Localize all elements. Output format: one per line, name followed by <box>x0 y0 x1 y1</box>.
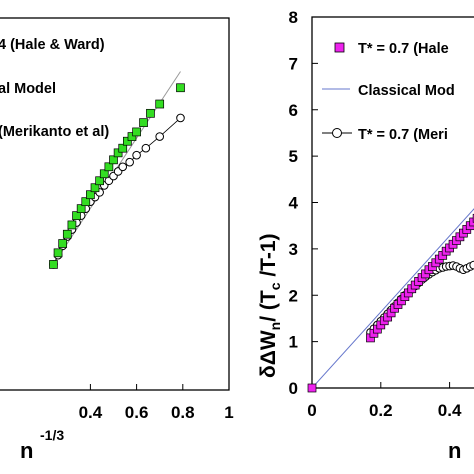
left-point-square <box>58 239 68 248</box>
left-x-tick-label: 0.6 <box>125 403 149 422</box>
right-legend-label-3: T* = 0.7 (Meri <box>358 127 448 143</box>
right-legend-marker-1 <box>334 42 345 53</box>
right-y-tick-label: 7 <box>289 54 298 73</box>
right-y-axis-label-mid: / (T <box>257 290 280 322</box>
right-y-tick-label: 5 <box>289 147 298 166</box>
right-series <box>307 208 474 393</box>
left-legend-label-2: al Model <box>0 81 56 97</box>
left-x-axis-label-sup: -1/3 <box>40 427 64 443</box>
right-y-axis-label: δΔWn/ (Tc /T-1) <box>257 233 283 378</box>
left-point-square <box>155 99 165 109</box>
left-series <box>49 71 185 269</box>
right-legend-label-2: Classical Mod <box>358 83 455 99</box>
right-x-tick-label: 0.2 <box>369 401 393 420</box>
left-point-open-circle <box>125 157 134 167</box>
left-panel: 0.4 0.6 0.8 1 4 (Hale & Ward) al Model (Mer… <box>0 17 234 463</box>
left-point-square <box>99 169 109 179</box>
left-point-open-circle <box>141 143 151 153</box>
svg-text:δΔWn/ (Tc /T-1): δΔWn/ (Tc /T-1) <box>257 233 283 378</box>
right-series-line-1 <box>311 208 474 389</box>
left-point-square <box>146 108 155 118</box>
left-point-square <box>95 176 104 186</box>
right-plot-frame <box>311 16 474 389</box>
left-point-square <box>109 155 118 165</box>
right-x-tick-label: 0.4 <box>438 401 462 420</box>
left-point-square <box>86 190 95 200</box>
right-point-square <box>307 383 317 393</box>
right-x-axis-label: n <box>448 438 461 463</box>
right-y-tick-label: 4 <box>289 194 299 213</box>
right-panel: 0 1 2 3 4 5 6 7 8 0 0.2 0.4 T* = 0.7 (Hale Classic… <box>257 8 474 463</box>
right-x-ticks: 0 0.2 0.4 <box>307 382 462 420</box>
left-plot-frame <box>0 17 230 391</box>
right-y-tick-label: 1 <box>289 333 298 352</box>
left-x-tick-label: 0.8 <box>171 403 195 422</box>
left-point-open-circle <box>132 150 141 160</box>
left-point-square <box>113 148 123 158</box>
left-point-square <box>176 83 185 93</box>
right-y-ticks: 0 1 2 3 4 5 6 7 8 <box>289 8 318 398</box>
right-y-axis-label-sub2: c <box>267 282 283 290</box>
left-legend-label-1: 4 (Hale & Ward) <box>0 37 105 53</box>
left-point-square <box>81 197 91 207</box>
left-point-square <box>53 248 63 258</box>
left-point-square <box>76 204 86 213</box>
left-point-square <box>132 127 141 137</box>
left-point-square <box>118 143 128 153</box>
right-point-open-circle <box>469 260 474 270</box>
left-x-tick-label: 1 <box>224 403 233 422</box>
left-legend: 4 (Hale & Ward) al Model (Merikanto et a… <box>0 37 109 140</box>
left-point-square <box>90 183 100 193</box>
left-point-open-circle <box>176 113 185 123</box>
left-point-square <box>123 136 132 146</box>
right-legend-label-1: T* = 0.7 (Hale <box>358 41 449 57</box>
left-point-open-circle <box>118 162 128 172</box>
left-x-axis-label: n <box>20 438 33 463</box>
right-y-tick-label: 8 <box>289 8 298 27</box>
left-point-square <box>72 211 81 220</box>
right-legend-marker-3 <box>332 128 342 138</box>
left-point-square <box>127 132 137 141</box>
right-y-tick-label: 0 <box>289 379 298 398</box>
right-y-tick-label: 3 <box>289 240 298 259</box>
left-legend-label-3: (Merikanto et al) <box>0 124 109 140</box>
left-point-square <box>49 260 58 269</box>
left-x-ticks: 0.4 0.6 0.8 1 <box>79 384 234 422</box>
right-y-tick-label: 6 <box>289 101 298 120</box>
right-y-axis-label-sub: n <box>267 322 283 331</box>
right-legend: T* = 0.7 (Hale Classical Mod T* = 0.7 (M… <box>322 41 455 143</box>
left-point-square <box>104 162 114 172</box>
left-point-square <box>62 229 72 239</box>
right-y-axis-label-end: /T-1) <box>257 233 280 282</box>
left-x-tick-label: 0.4 <box>79 403 103 422</box>
right-y-axis-label-main: δΔW <box>257 330 280 378</box>
left-point-square <box>67 220 77 230</box>
right-y-tick-label: 2 <box>289 286 298 305</box>
right-x-tick-label: 0 <box>307 401 316 420</box>
left-point-square <box>139 118 148 127</box>
left-point-open-circle <box>155 132 164 141</box>
